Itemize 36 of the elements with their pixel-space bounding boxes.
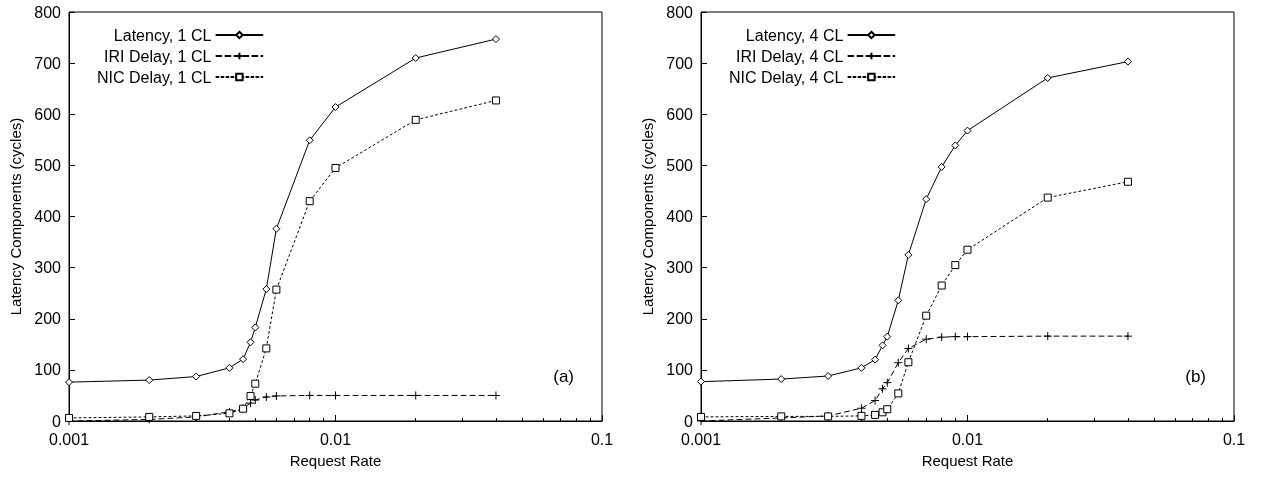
x-axis-title: Request Rate — [289, 452, 382, 469]
annotation: (b) — [1185, 367, 1206, 386]
y-tick-label: 600 — [666, 105, 694, 123]
x-tick-label: 0.1 — [1222, 430, 1246, 448]
y-tick-label: 500 — [34, 156, 62, 174]
y-tick-label: 100 — [666, 361, 694, 379]
legend-label: Latency, 1 CL — [113, 26, 212, 44]
y-tick-label: 700 — [34, 54, 62, 72]
y-tick-label: 100 — [34, 361, 62, 379]
legend-label: IRI Delay, 1 CL — [104, 47, 212, 65]
x-tick-label: 0.001 — [680, 430, 722, 448]
y-tick-label: 500 — [666, 156, 694, 174]
x-tick-label: 0.001 — [48, 430, 90, 448]
legend-label: NIC Delay, 4 CL — [729, 68, 844, 86]
legend-label: Latency, 4 CL — [745, 26, 844, 44]
y-tick-label: 200 — [34, 310, 62, 328]
y-tick-label: 300 — [34, 259, 62, 277]
y-tick-label: 600 — [34, 105, 62, 123]
y-tick-label: 300 — [666, 259, 694, 277]
x-tick-label: 0.01 — [951, 430, 984, 448]
legend-label: IRI Delay, 4 CL — [736, 47, 844, 65]
y-axis-title: Latency Components (cycles) — [7, 117, 24, 316]
x-tick-label: 0.1 — [590, 430, 614, 448]
y-tick-label: 700 — [666, 54, 694, 72]
y-tick-label: 800 — [666, 3, 694, 21]
y-tick-label: 400 — [666, 208, 694, 225]
annotation: (a) — [553, 367, 574, 386]
legend-label: NIC Delay, 1 CL — [97, 68, 212, 86]
y-tick-label: 800 — [34, 3, 62, 21]
x-axis-title: Request Rate — [921, 452, 1014, 469]
y-tick-label: 0 — [684, 412, 694, 430]
y-tick-label: 0 — [52, 412, 62, 430]
y-tick-label: 200 — [666, 310, 694, 328]
x-tick-label: 0.01 — [319, 430, 352, 448]
y-tick-label: 400 — [34, 208, 62, 225]
y-axis-title: Latency Components (cycles) — [639, 117, 656, 316]
